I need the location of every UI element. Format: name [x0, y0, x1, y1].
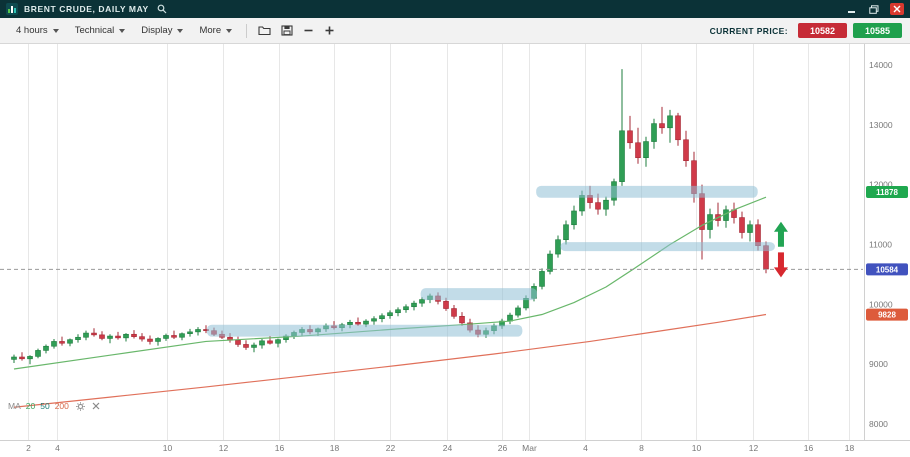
- svg-text:18: 18: [845, 443, 855, 453]
- minimize-button[interactable]: [844, 3, 858, 15]
- price-badge: [866, 263, 908, 276]
- svg-text:12000: 12000: [869, 180, 893, 190]
- app-logo-icon: [6, 3, 18, 15]
- ma-line: [13, 196, 767, 370]
- close-button[interactable]: [890, 3, 904, 15]
- svg-text:26: 26: [498, 443, 508, 453]
- grid-layer: [28, 44, 850, 440]
- signal-arrows: [773, 221, 788, 278]
- svg-text:9000: 9000: [869, 359, 888, 369]
- chevron-down-icon: [177, 28, 184, 33]
- down-arrow-icon: [773, 252, 788, 278]
- more-dropdown[interactable]: More: [191, 21, 240, 40]
- zone-rect: [206, 324, 523, 337]
- ma-period-20: 20: [25, 401, 36, 411]
- minus-icon: [304, 29, 313, 32]
- svg-text:8000: 8000: [869, 419, 888, 429]
- svg-text:10584: 10584: [876, 265, 899, 274]
- candlestick-chart[interactable]: 2 4 10 12 16 18 22 24 26 Mar 4 8 10 12 16 1814000130001…: [0, 44, 910, 457]
- ma-lines-layer: [13, 196, 767, 408]
- chevron-down-icon: [119, 28, 126, 33]
- display-dropdown-label: Display: [141, 25, 173, 36]
- svg-text:13000: 13000: [869, 120, 893, 130]
- plus-icon: [325, 26, 334, 35]
- window-controls: [844, 3, 904, 15]
- svg-text:10000: 10000: [869, 299, 893, 309]
- timeframe-dropdown[interactable]: 4 hours: [8, 21, 67, 40]
- svg-text:18: 18: [330, 443, 340, 453]
- svg-text:16: 16: [804, 443, 814, 453]
- zone-rect: [536, 185, 758, 198]
- up-arrow-icon: [773, 221, 788, 247]
- window-title: BRENT CRUDE, DAILY MAY: [24, 4, 149, 14]
- y-axis-labels[interactable]: 14000 13000 12000 11000 10000 9000 8000: [869, 60, 893, 429]
- svg-text:2: 2: [26, 443, 31, 453]
- svg-text:11878: 11878: [876, 188, 898, 197]
- toolbar: 4 hours Technical Display More CURRENT P…: [0, 18, 910, 44]
- svg-text:8: 8: [639, 443, 644, 453]
- price-badge: [866, 308, 908, 321]
- remove-indicator-icon[interactable]: [92, 402, 100, 410]
- chevron-down-icon: [226, 28, 233, 33]
- timeframe-dropdown-label: 4 hours: [16, 25, 48, 36]
- svg-text:12: 12: [749, 443, 759, 453]
- open-chart-button[interactable]: [253, 22, 276, 39]
- svg-text:9828: 9828: [878, 311, 896, 320]
- chevron-down-icon: [52, 28, 59, 33]
- zone-rect: [420, 288, 538, 301]
- svg-text:14000: 14000: [869, 60, 893, 70]
- floppy-icon: [281, 25, 293, 36]
- zone-rect: [560, 242, 775, 252]
- svg-text:11000: 11000: [869, 239, 892, 249]
- zones-layer: [206, 185, 775, 337]
- svg-text:22: 22: [386, 443, 396, 453]
- save-button[interactable]: [276, 22, 298, 39]
- svg-text:Mar: Mar: [522, 443, 537, 453]
- toolbar-divider: [246, 23, 248, 38]
- ma-line: [13, 313, 767, 408]
- technical-dropdown[interactable]: Technical: [67, 21, 134, 40]
- titlebar: BRENT CRUDE, DAILY MAY: [0, 0, 910, 18]
- zoom-out-button[interactable]: [298, 22, 319, 39]
- svg-text:4: 4: [583, 443, 588, 453]
- chart-area: 2 4 10 12 16 18 22 24 26 Mar 4 8 10 12 16 18 14000 13000 1…: [0, 44, 910, 457]
- ma-period-200: 200: [54, 401, 69, 411]
- svg-text:10: 10: [692, 443, 702, 453]
- more-dropdown-label: More: [199, 25, 222, 36]
- gear-icon[interactable]: [76, 401, 85, 411]
- folder-icon: [258, 26, 271, 36]
- svg-text:16: 16: [275, 443, 285, 453]
- svg-text:24: 24: [443, 443, 453, 453]
- ma-period-50: 50: [40, 401, 50, 411]
- current-price-label: CURRENT PRICE:: [709, 25, 788, 36]
- ma-legend-label: MA: [8, 401, 21, 411]
- ma-legend: MA 20 50 200: [8, 401, 100, 411]
- zoom-in-button[interactable]: [319, 22, 340, 39]
- svg-text:4: 4: [55, 443, 60, 453]
- display-dropdown[interactable]: Display: [133, 21, 191, 40]
- price-badge: [866, 185, 908, 198]
- ask-price-badge: 10585: [852, 23, 902, 38]
- svg-text:10: 10: [163, 443, 173, 453]
- bid-price-badge: 10582: [797, 23, 847, 38]
- svg-text:12: 12: [219, 443, 229, 453]
- maximize-button[interactable]: [867, 3, 881, 15]
- axis-lines: [0, 44, 910, 441]
- search-icon[interactable]: [157, 4, 167, 14]
- price-badges: 11878 10584 9828: [866, 185, 908, 321]
- technical-dropdown-label: Technical: [74, 25, 115, 36]
- x-axis-labels[interactable]: 2 4 10 12 16 18 22 24 26 Mar 4 8 10 12 16 18: [26, 443, 854, 453]
